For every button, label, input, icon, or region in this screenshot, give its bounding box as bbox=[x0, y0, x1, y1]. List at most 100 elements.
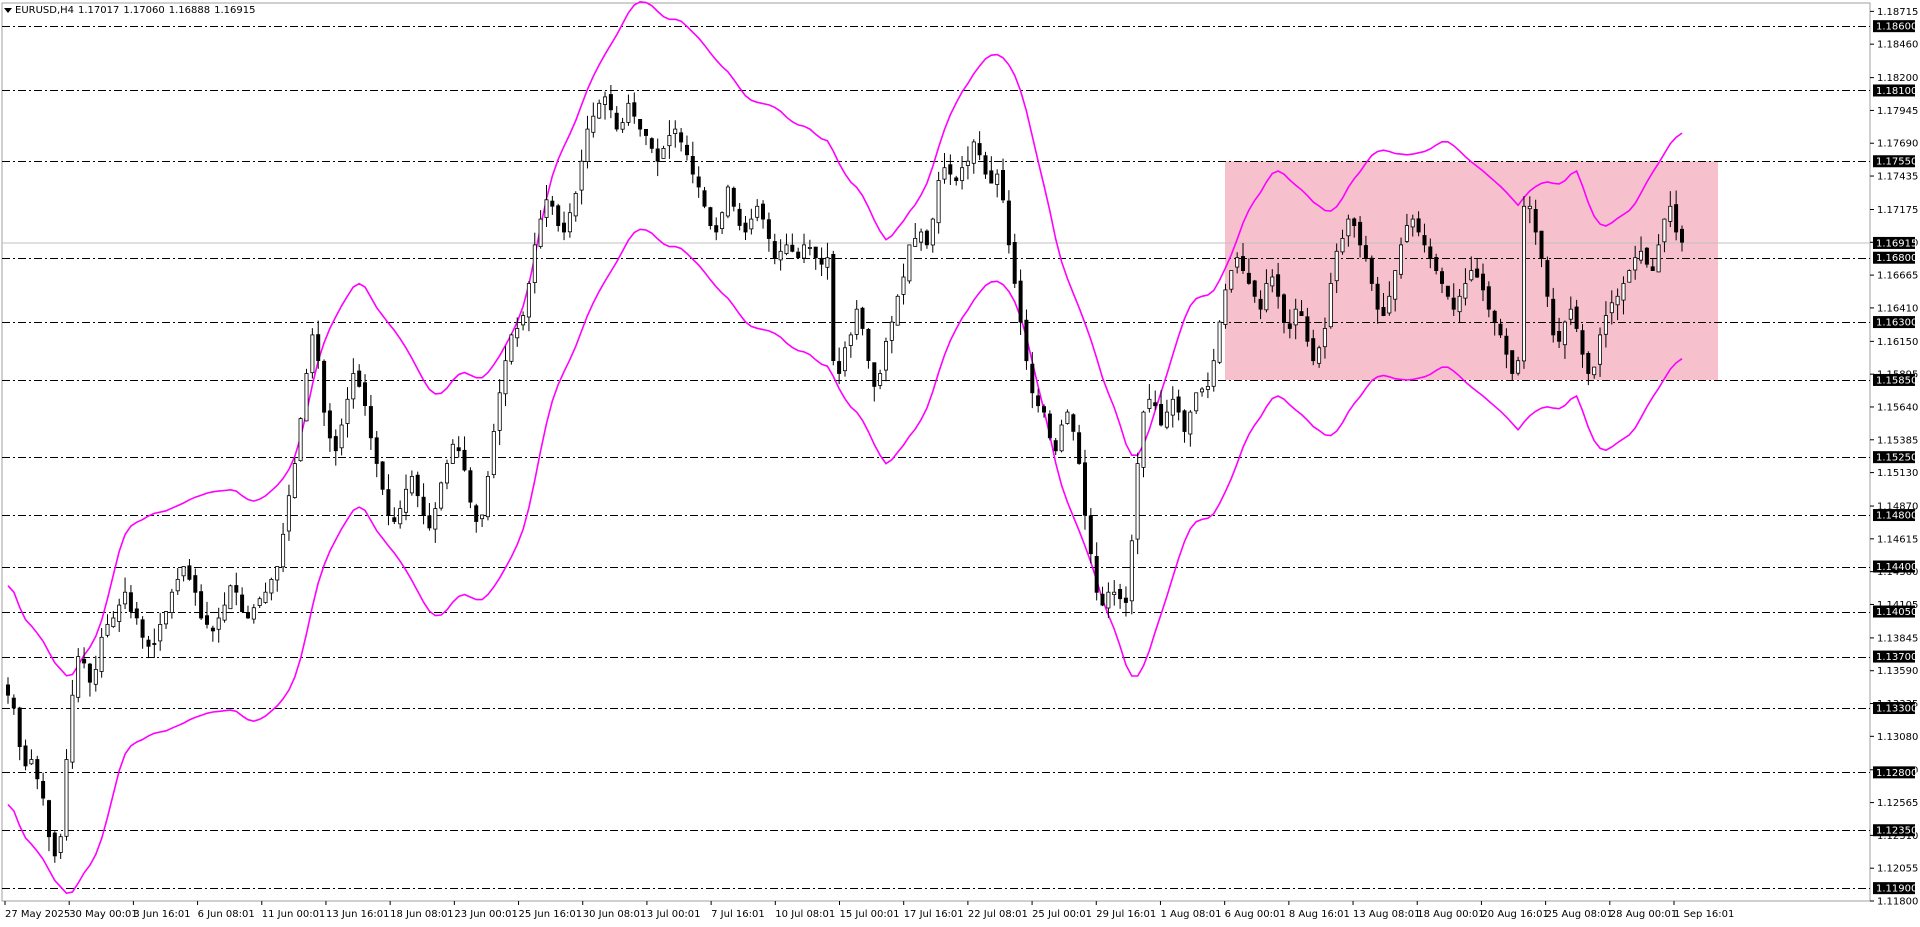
candle-body bbox=[1644, 247, 1649, 265]
candle-body bbox=[1586, 352, 1591, 374]
candle-body bbox=[93, 669, 98, 685]
candle-body bbox=[158, 624, 163, 642]
y-tick-label: 1.15130 bbox=[1877, 468, 1918, 479]
level-price-label: 1.11900 bbox=[1876, 884, 1917, 895]
envelope-lower-line bbox=[7, 228, 1683, 895]
candle-body bbox=[1393, 270, 1398, 300]
candle-body bbox=[843, 347, 848, 372]
candle-body bbox=[620, 122, 625, 130]
level-price-tag bbox=[1873, 766, 1915, 779]
candle-body bbox=[515, 328, 520, 339]
candle-body bbox=[1182, 410, 1187, 432]
candle-body bbox=[743, 222, 748, 233]
candle-body bbox=[351, 373, 356, 400]
candle-body bbox=[854, 308, 859, 335]
candle-body bbox=[1603, 315, 1608, 335]
candle-body bbox=[766, 219, 771, 239]
candle-body bbox=[521, 315, 526, 326]
candle-body bbox=[1153, 402, 1158, 407]
candle-body bbox=[655, 148, 660, 162]
candle-body bbox=[1463, 283, 1468, 299]
high-value: 1.17060 bbox=[123, 5, 165, 16]
candle-body bbox=[772, 241, 777, 259]
level-price-label: 1.14050 bbox=[1876, 607, 1917, 618]
candle-body bbox=[1164, 411, 1169, 428]
level-price-label: 1.16800 bbox=[1876, 253, 1917, 264]
candle-body bbox=[702, 190, 707, 207]
candle-body bbox=[1229, 270, 1234, 290]
candle-body bbox=[398, 508, 403, 525]
level-price-tag bbox=[1873, 702, 1915, 715]
candle-body bbox=[1457, 295, 1462, 313]
candle-body bbox=[433, 508, 438, 530]
candle-body bbox=[585, 128, 590, 163]
candle-body bbox=[889, 321, 894, 341]
candle-body bbox=[228, 585, 233, 610]
candle-body bbox=[1118, 589, 1123, 600]
candle-body bbox=[1375, 283, 1380, 310]
candle-body bbox=[1217, 321, 1222, 363]
candle-body bbox=[1241, 256, 1246, 272]
candle-body bbox=[995, 173, 1000, 185]
candle-body bbox=[755, 205, 760, 218]
candle-body bbox=[99, 636, 104, 672]
y-tick-label: 1.17435 bbox=[1877, 172, 1918, 183]
candle-body bbox=[444, 463, 449, 484]
candle-body bbox=[1428, 246, 1433, 259]
candle-body bbox=[392, 517, 397, 522]
x-tick-label: 18 Aug 00:01 bbox=[1417, 909, 1484, 920]
candle-body bbox=[1282, 294, 1287, 323]
y-tick-label: 1.17690 bbox=[1877, 139, 1918, 150]
x-tick-label: 3 Jun 16:01 bbox=[133, 909, 190, 920]
candle-body bbox=[468, 470, 473, 503]
candle-body bbox=[1047, 413, 1052, 439]
candle-body bbox=[123, 591, 128, 605]
x-tick-label: 22 Jul 08:01 bbox=[968, 909, 1028, 920]
candle-body bbox=[1592, 366, 1597, 376]
candle-body bbox=[807, 246, 812, 249]
x-tick-label: 30 May 00:01 bbox=[69, 909, 138, 920]
y-tick-label: 1.16665 bbox=[1877, 271, 1918, 282]
candle-body bbox=[1381, 306, 1386, 316]
x-tick-label: 11 Jun 00:01 bbox=[262, 909, 326, 920]
candle-body bbox=[216, 617, 221, 630]
x-tick-label: 1 Sep 16:01 bbox=[1674, 909, 1734, 920]
candle-body bbox=[597, 102, 602, 119]
candle-body bbox=[913, 237, 918, 247]
candle-body bbox=[439, 482, 444, 509]
candle-body bbox=[644, 128, 649, 136]
x-tick-label: 25 Jul 00:01 bbox=[1032, 909, 1092, 920]
candle-body bbox=[1334, 250, 1339, 282]
candle-body bbox=[169, 591, 174, 614]
candle-body bbox=[954, 177, 959, 181]
candle-body bbox=[550, 200, 555, 207]
candle-body bbox=[357, 370, 362, 387]
candle-body bbox=[573, 192, 578, 217]
plot-frame bbox=[1, 2, 1871, 902]
candle-body bbox=[1522, 205, 1527, 362]
y-tick-label: 1.17175 bbox=[1877, 205, 1918, 216]
candle-body bbox=[1246, 272, 1251, 284]
candle-body bbox=[591, 115, 596, 133]
candle-body bbox=[322, 360, 327, 413]
candle-body bbox=[52, 832, 57, 857]
candle-body bbox=[368, 406, 373, 439]
candle-body bbox=[1018, 280, 1023, 323]
candle-body bbox=[965, 160, 970, 166]
candle-body bbox=[1562, 321, 1567, 346]
candle-body bbox=[579, 160, 584, 191]
candle-body bbox=[930, 218, 935, 246]
candle-body bbox=[1141, 411, 1146, 468]
level-price-label: 1.13300 bbox=[1876, 704, 1917, 715]
dropdown-triangle-icon[interactable] bbox=[4, 7, 12, 13]
candle-body bbox=[269, 579, 274, 594]
x-tick-label: 3 Jul 00:01 bbox=[647, 909, 701, 920]
candle-body bbox=[790, 244, 795, 252]
candle-body bbox=[47, 800, 52, 838]
candle-body bbox=[339, 424, 344, 449]
candle-body bbox=[128, 592, 133, 612]
candle-body bbox=[819, 257, 824, 265]
candle-body bbox=[1194, 392, 1199, 412]
